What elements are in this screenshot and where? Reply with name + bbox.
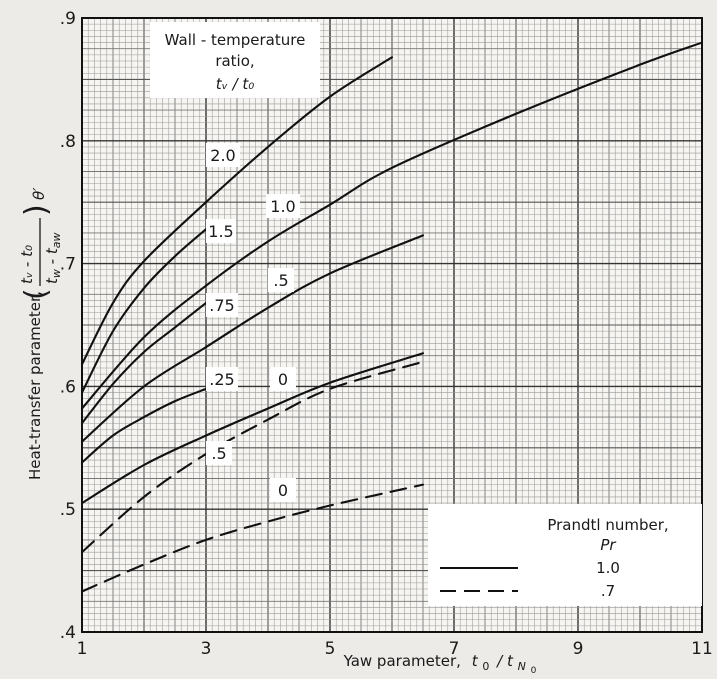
curve-labels: 2.0 1.5 .75 .25 1.0 .5 0 .5 0 — [206, 143, 300, 502]
x-tick-label: 7 — [449, 639, 460, 659]
series-line-solid-1p0 — [80, 41, 704, 410]
x-axis-title: Yaw parameter, t 0 / t N 0 — [343, 652, 537, 676]
chart-grid — [81, 17, 703, 633]
legend-subtitle: Pr — [600, 536, 616, 554]
series-line-solid-0 — [80, 352, 425, 505]
x-tick-label: 3 — [201, 639, 212, 659]
x-tick-label: 9 — [573, 639, 584, 659]
curve-label-0-5-dashed: .5 — [211, 444, 226, 463]
y-axis-title-paren-right: ) — [19, 204, 54, 216]
curve-label-0-75: .75 — [209, 296, 234, 315]
series-line-solid-p5 — [80, 234, 425, 443]
curve-label-0-5: .5 — [273, 271, 288, 290]
series-line-dashed-p5 — [80, 360, 425, 554]
legend: Prandtl number, Pr 1.0 .7 — [428, 504, 702, 606]
series-layer — [80, 41, 704, 593]
wall-temperature-box: Wall - temperature ratio, tᵥ / t₀ — [150, 22, 320, 98]
y-tick-labels: .4 .5 .6 .7 .8 .9 — [60, 9, 76, 643]
curve-label-1-0: 1.0 — [270, 197, 295, 216]
x-tick-label: 5 — [325, 639, 336, 659]
legend-entry-dashed: .7 — [601, 582, 615, 600]
y-tick-label: .7 — [60, 255, 76, 275]
curve-label-2-0: 2.0 — [210, 146, 235, 165]
x-axis-title-sub2: N — [518, 660, 526, 673]
x-tick-label: 11 — [691, 639, 713, 659]
series-line-dashed-0 — [80, 483, 425, 593]
legend-entry-solid: 1.0 — [596, 559, 620, 577]
x-axis-title-t: t — [472, 652, 479, 670]
wall-box-line3: tᵥ / t₀ — [216, 75, 255, 93]
x-axis-title-sub3: 0 — [531, 666, 537, 676]
legend-title: Prandtl number, — [547, 516, 668, 534]
wall-box-line1: Wall - temperature — [165, 31, 306, 49]
series-line-solid-1p5 — [80, 228, 208, 394]
x-tick-labels: 1 3 5 7 9 11 — [77, 639, 713, 659]
x-axis-title-slash: / t — [495, 652, 514, 670]
y-tick-label: .8 — [60, 132, 76, 152]
curve-label-1-5: 1.5 — [208, 222, 233, 241]
y-axis-title-theta: θ′ — [30, 187, 48, 200]
y-tick-label: .9 — [60, 9, 76, 29]
curve-label-0-solid: 0 — [278, 370, 288, 389]
series-line-solid-2p0 — [80, 56, 394, 366]
wall-box-line2: ratio, — [215, 52, 254, 70]
curve-label-0-dashed: 0 — [278, 481, 288, 500]
y-axis-title-text: Heat-transfer parameter, — [26, 291, 44, 480]
x-axis-title-prefix: Yaw parameter, — [343, 652, 461, 670]
y-axis-title-paren-left: ( — [19, 288, 54, 300]
y-tick-label: .6 — [60, 377, 76, 397]
y-tick-label: .5 — [60, 500, 76, 520]
series-line-solid-p75 — [80, 301, 208, 425]
y-tick-label: .4 — [60, 623, 76, 643]
plot-frame — [81, 17, 703, 633]
x-axis-title-sub1: 0 — [482, 660, 489, 673]
y-axis-title-fraction: tᵥ - t₀ — [18, 245, 36, 284]
x-tick-label: 1 — [77, 639, 88, 659]
curve-label-0-25: .25 — [209, 370, 234, 389]
series-line-solid-p25 — [80, 387, 208, 464]
